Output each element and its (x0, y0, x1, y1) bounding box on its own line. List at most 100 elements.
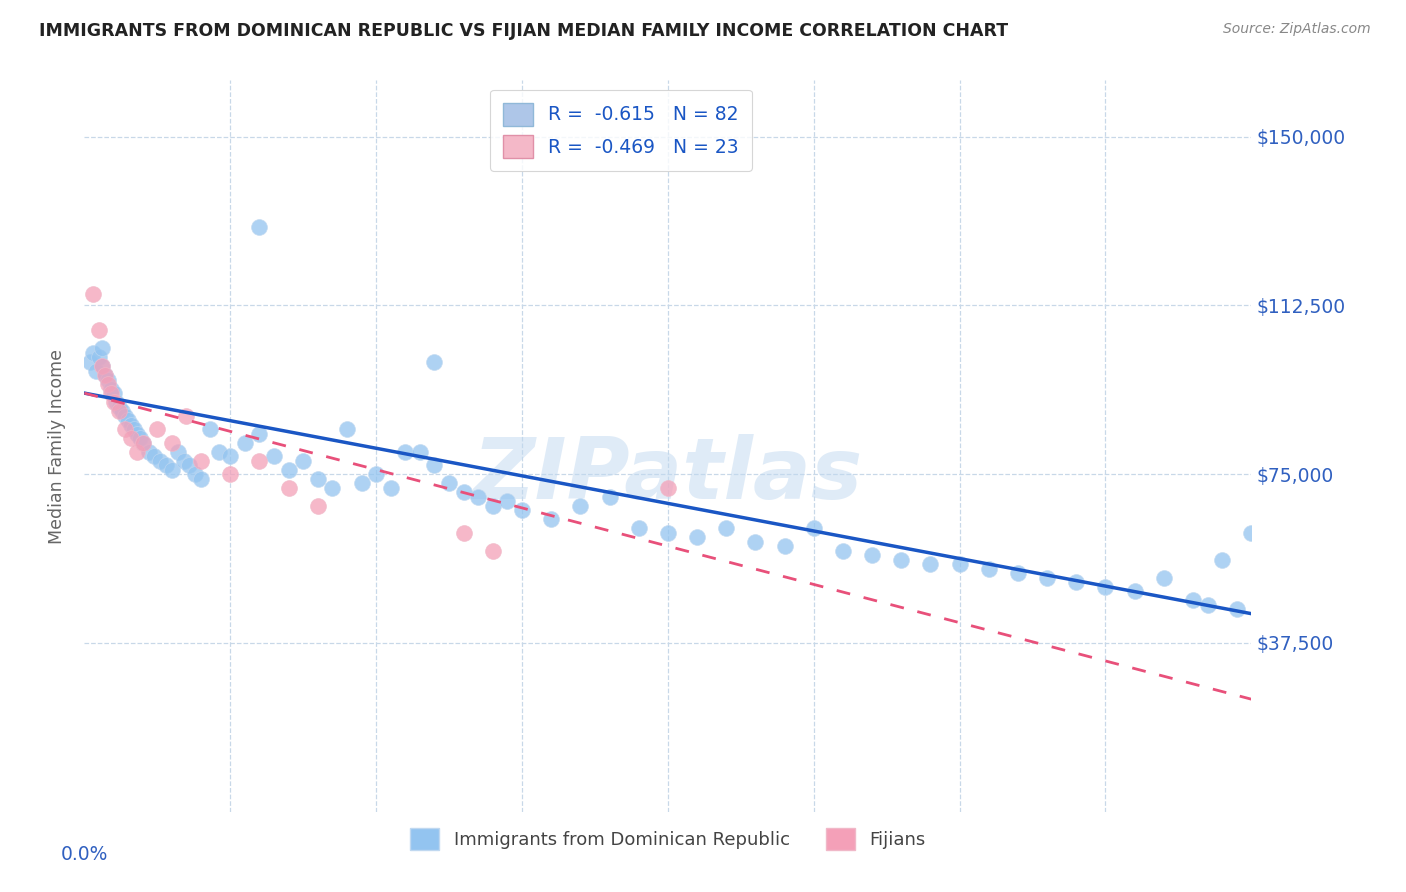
Point (132, 435, 155, 450)
Point (111, 404, 134, 418)
Point (409, 444, 432, 458)
Point (120, 417, 142, 432)
Point (277, 481, 299, 495)
Point (117, 413, 139, 427)
Point (97, 373, 120, 387)
Point (860, 548, 883, 562)
Point (1197, 598, 1219, 612)
Point (716, 521, 738, 535)
Point (82, 287, 104, 301)
Point (321, 481, 343, 495)
Point (79, 354, 101, 368)
Point (482, 499, 505, 513)
Point (657, 525, 679, 540)
Point (219, 449, 242, 463)
Point (138, 444, 160, 458)
Point (336, 422, 359, 436)
Point (423, 458, 446, 472)
Point (97, 377, 120, 392)
Point (307, 499, 329, 513)
Point (128, 431, 150, 445)
Point (1123, 584, 1146, 599)
Point (569, 499, 592, 513)
Point (249, 426, 271, 441)
Point (166, 444, 188, 458)
Point (510, 503, 533, 517)
Point (114, 422, 136, 436)
Point (1066, 575, 1088, 590)
Point (1240, 525, 1263, 540)
Point (176, 409, 198, 423)
Point (100, 386, 122, 401)
Point (977, 562, 1000, 576)
Point (1182, 593, 1205, 607)
Point (132, 435, 155, 450)
Point (103, 386, 125, 401)
Point (94, 368, 117, 383)
Point (207, 444, 229, 458)
Point (184, 467, 207, 482)
Point (198, 422, 221, 436)
Point (307, 472, 329, 486)
Point (920, 557, 942, 571)
Point (100, 382, 122, 396)
Point (249, 453, 271, 467)
Point (890, 552, 912, 566)
Point (453, 485, 475, 500)
Point (160, 435, 183, 450)
Point (366, 467, 388, 482)
Point (233, 435, 256, 450)
Point (87, 323, 110, 337)
Point (125, 426, 148, 441)
Point (155, 458, 177, 472)
Point (103, 395, 125, 409)
Point (540, 512, 562, 526)
Point (949, 557, 972, 571)
Point (179, 458, 201, 472)
Point (105, 395, 128, 409)
Legend: Immigrants from Dominican Republic, Fijians: Immigrants from Dominican Republic, Fiji… (404, 821, 932, 857)
Point (832, 543, 855, 558)
Point (90, 359, 112, 373)
Point (482, 543, 505, 558)
Point (90, 341, 112, 355)
Point (108, 400, 131, 414)
Point (1226, 602, 1249, 616)
Point (277, 462, 299, 476)
Point (84, 363, 107, 377)
Text: ZIPatlas: ZIPatlas (472, 434, 863, 516)
Point (82, 345, 104, 359)
Point (350, 476, 373, 491)
Point (437, 476, 460, 491)
Point (190, 453, 212, 467)
Point (219, 467, 242, 482)
Point (627, 521, 650, 535)
Point (122, 422, 145, 436)
Point (125, 444, 148, 458)
Point (453, 525, 475, 540)
Point (803, 521, 825, 535)
Point (190, 472, 212, 486)
Point (496, 494, 519, 508)
Y-axis label: Median Family Income: Median Family Income (48, 349, 66, 543)
Point (160, 462, 183, 476)
Point (249, 219, 271, 234)
Point (773, 539, 796, 553)
Point (292, 453, 315, 467)
Point (380, 481, 402, 495)
Point (173, 453, 195, 467)
Point (599, 490, 621, 504)
Point (423, 354, 446, 368)
Point (657, 481, 679, 495)
Point (146, 422, 169, 436)
Point (467, 490, 489, 504)
Point (1153, 571, 1175, 585)
Text: IMMIGRANTS FROM DOMINICAN REPUBLIC VS FIJIAN MEDIAN FAMILY INCOME CORRELATION CH: IMMIGRANTS FROM DOMINICAN REPUBLIC VS FI… (39, 22, 1008, 40)
Point (394, 444, 416, 458)
Text: Source: ZipAtlas.com: Source: ZipAtlas.com (1223, 22, 1371, 37)
Point (108, 404, 131, 418)
Point (114, 409, 136, 423)
Point (87, 350, 110, 364)
Text: 0.0%: 0.0% (60, 845, 108, 863)
Point (1007, 566, 1029, 581)
